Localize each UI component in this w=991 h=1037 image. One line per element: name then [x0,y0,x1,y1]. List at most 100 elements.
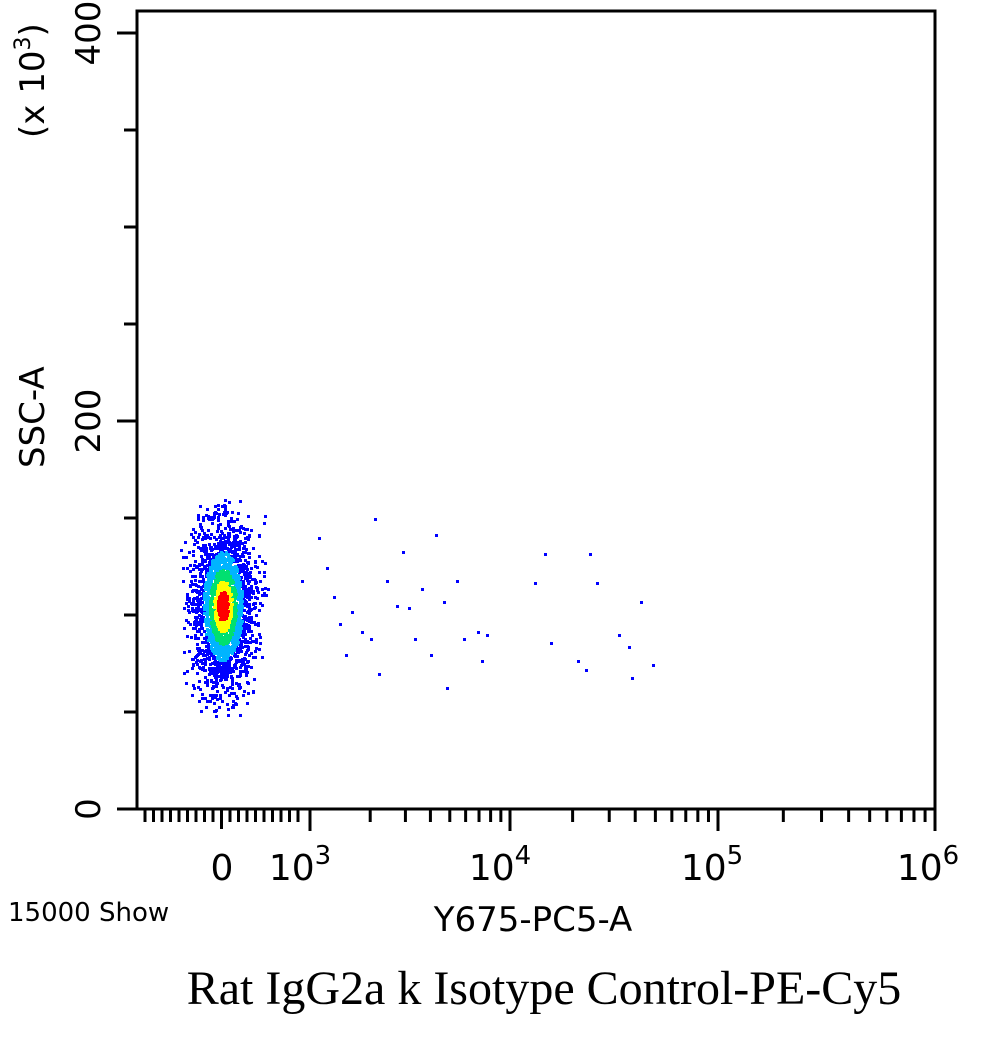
event-dot [226,547,229,550]
event-dot [243,633,246,636]
event-dot [221,589,224,592]
event-dot [216,666,219,669]
event-dot [254,565,257,568]
event-dot [231,641,234,644]
event-dot [233,664,236,667]
event-dot [214,602,217,605]
event-dot [236,568,239,571]
event-dot [207,536,210,539]
event-dot [229,671,232,674]
event-dot [261,656,264,659]
event-dot [228,661,231,664]
event-dot [224,638,227,641]
event-dot [218,656,221,659]
event-dot [204,654,207,657]
event-dot [214,676,217,679]
event-dot [206,651,209,654]
event-dot [226,687,229,690]
event-dot [217,606,220,609]
event-dot [246,626,249,629]
event-dot [217,604,220,607]
event-dot [240,603,243,606]
event-dot [378,673,381,676]
event-dot [219,625,222,628]
event-dot [246,596,249,599]
event-dot [194,575,197,578]
plot-frame [135,9,937,811]
event-dot [201,601,204,604]
event-dot [227,520,230,523]
event-dot [239,686,242,689]
event-dot [213,512,216,515]
event-dot [238,577,241,580]
event-dot [234,585,237,588]
event-dot [205,645,208,648]
event-dot [192,664,195,667]
event-dot [534,582,537,585]
event-dot [216,555,219,558]
event-dot [214,623,217,626]
event-dot [215,642,218,645]
event-dot [227,663,230,666]
event-dot [227,714,230,717]
event-dot [258,555,261,558]
event-dot [245,571,248,574]
event-dot [219,576,222,579]
event-dot [211,662,214,665]
event-dot [192,554,195,557]
event-dot [199,523,202,526]
event-dot [244,667,247,670]
event-dot [233,566,236,569]
event-dot [224,655,227,658]
event-dot [241,568,244,571]
event-dot [192,528,195,531]
event-dot [230,675,233,678]
event-dot [361,631,364,634]
event-dot [206,682,209,685]
event-dot [215,715,218,718]
event-dot [235,529,238,532]
event-dot [244,638,247,641]
event-dot [249,637,252,640]
event-dot [196,621,199,624]
event-dot [218,664,221,667]
event-dot [211,600,214,603]
event-dot [194,634,197,637]
event-dot [244,665,247,668]
event-dot [191,694,194,697]
event-dot [227,584,230,587]
event-dot [202,654,205,657]
event-dot [205,635,208,638]
event-dot [246,661,249,664]
event-dot [201,538,204,541]
event-dot [213,627,216,630]
event-dot [218,636,221,639]
event-dot [201,697,204,700]
event-dot [232,586,235,589]
event-dot [207,572,210,575]
event-dot [246,561,249,564]
event-dot [215,538,218,541]
event-dot [223,511,226,514]
event-dot [205,570,208,573]
event-dot [251,578,254,581]
event-dot [237,564,240,567]
event-dot [226,553,229,556]
event-dot [215,638,218,641]
event-dot [222,599,225,602]
event-dot [199,568,202,571]
event-dot [233,545,236,548]
event-dot [215,512,218,515]
event-dot [238,585,241,588]
event-dot [252,590,255,593]
event-dot [264,515,267,518]
event-dot [227,567,230,570]
event-dot [199,575,202,578]
event-dot [216,569,219,572]
event-dot [228,550,231,553]
event-dot [225,645,228,648]
event-dot [221,614,224,617]
event-dot [232,530,235,533]
event-dot [238,615,241,618]
event-dot [208,658,211,661]
